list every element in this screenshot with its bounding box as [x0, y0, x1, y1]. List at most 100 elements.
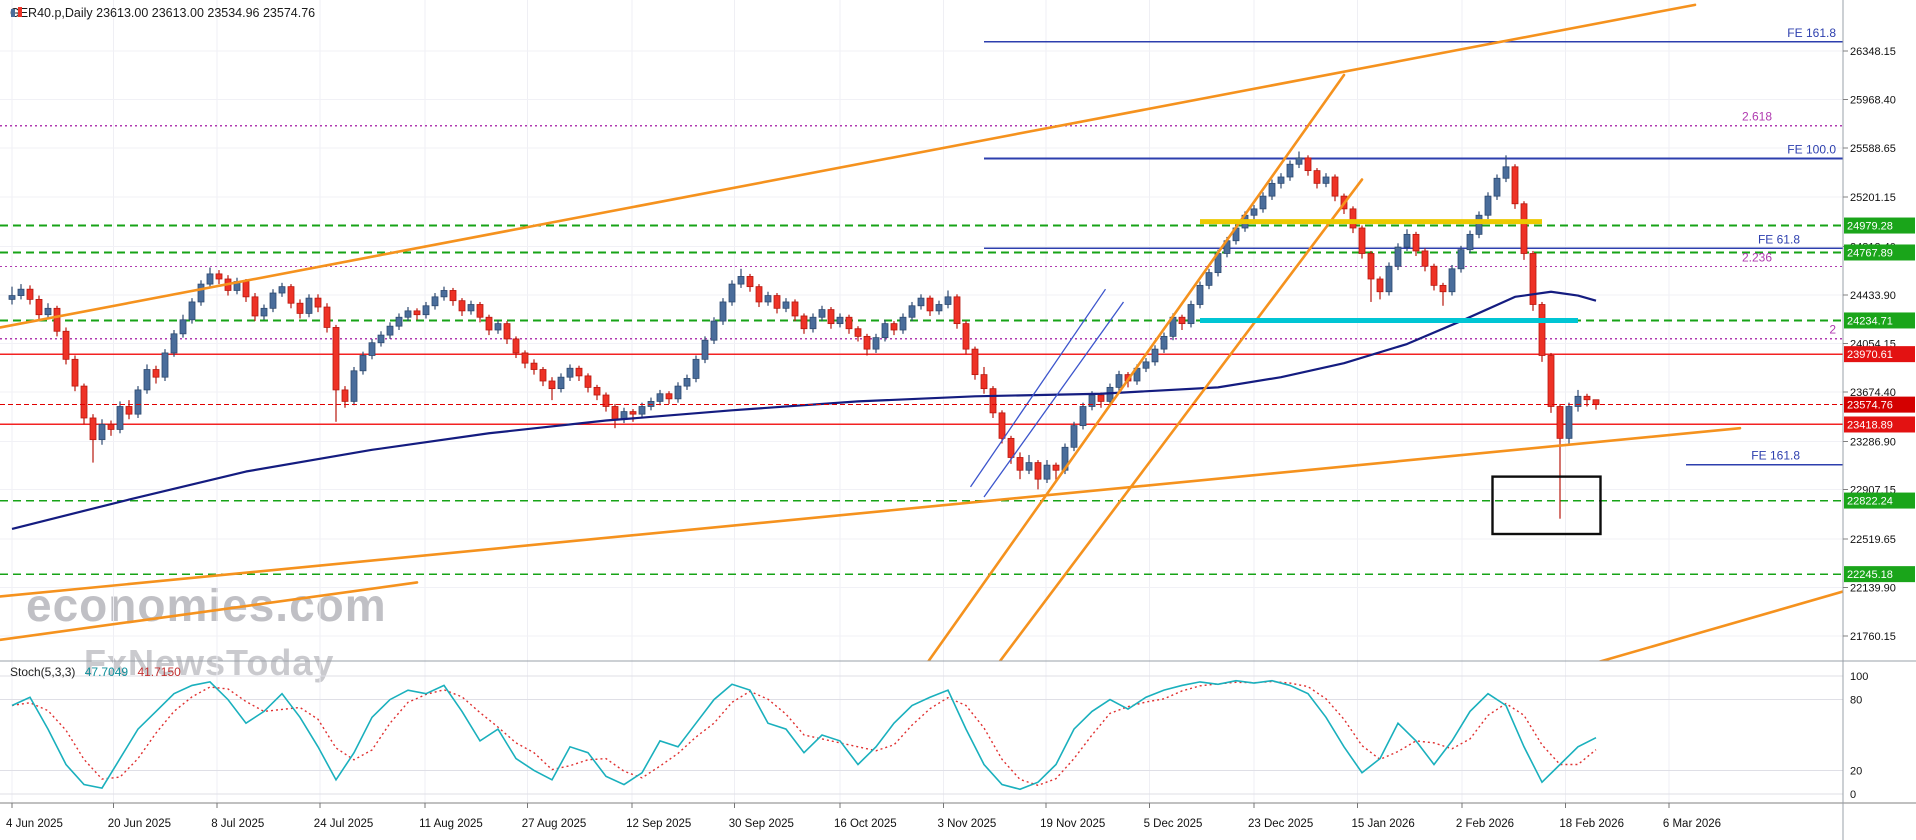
indicator-name: Stoch(5,3,3) — [10, 665, 76, 679]
stoch-tick-label: 20 — [1850, 765, 1862, 777]
symbol-ohlc-title: GER40.p,Daily 23613.00 23613.00 23534.96… — [10, 6, 316, 20]
price-tick-label: 22519.65 — [1850, 534, 1896, 546]
candle-body — [1394, 246, 1402, 267]
candle-body — [719, 301, 727, 322]
stoch-d-line — [11, 680, 1597, 787]
candle-body — [422, 305, 430, 316]
blue-channel-line[interactable] — [983, 301, 1125, 498]
candle-body — [476, 304, 484, 318]
candle-body — [1043, 464, 1051, 480]
moving-average-line[interactable] — [11, 290, 1597, 530]
candle-body — [413, 310, 421, 316]
candle-body — [485, 316, 493, 331]
candle-body — [1511, 166, 1519, 205]
candle-body — [1277, 176, 1285, 184]
date-label: 5 Dec 2025 — [1144, 818, 1203, 830]
indicator-label: Stoch(5,3,3) 47.7049 41.7150 — [10, 665, 181, 679]
candle-body — [656, 393, 664, 402]
candle-body — [1421, 250, 1429, 267]
fib-label: FE 61.8 — [1758, 232, 1800, 246]
green-price-badge-text: 24234.71 — [1847, 315, 1893, 327]
candle-body — [1160, 335, 1168, 350]
date-label: 2 Feb 2026 — [1456, 818, 1514, 830]
orange-trendline[interactable] — [0, 581, 419, 642]
candle-body — [242, 281, 250, 298]
candle-body — [539, 369, 547, 382]
candle-body — [71, 358, 79, 387]
candle-body — [1052, 464, 1060, 471]
candle-body — [764, 295, 772, 303]
candle-body — [44, 307, 52, 316]
price-tick-label: 22139.90 — [1850, 583, 1896, 595]
candle-body — [278, 286, 286, 294]
candle-body — [1574, 395, 1582, 407]
candle-body — [602, 394, 610, 407]
candle-body — [1331, 176, 1339, 197]
candle-body — [998, 412, 1006, 439]
current-price-badge-text: 23574.76 — [1847, 400, 1893, 412]
date-label: 15 Jan 2026 — [1352, 818, 1415, 830]
orange-trendline[interactable] — [0, 426, 1742, 598]
candle-body — [1079, 406, 1087, 427]
red-price-badge-text: 23970.61 — [1847, 349, 1893, 361]
candle-body — [35, 298, 43, 316]
candle-body — [944, 296, 952, 305]
candle-body — [593, 386, 601, 396]
candle-body — [17, 288, 25, 296]
candle-body — [1259, 195, 1267, 210]
candle-body — [287, 286, 295, 304]
chart-title-bar: GER40.p,Daily 23613.00 23613.00 23534.96… — [10, 6, 315, 20]
candle-body — [1565, 406, 1573, 439]
candle-body — [881, 323, 889, 339]
candle-body — [683, 378, 691, 387]
candle-body — [1430, 265, 1438, 286]
candle-body — [179, 319, 187, 335]
price-tick-label: 23286.90 — [1850, 436, 1896, 448]
candle-body — [314, 297, 322, 308]
candle-body — [440, 290, 448, 298]
candle-body — [971, 348, 979, 376]
orange-trendline[interactable] — [921, 73, 1346, 672]
candle-body — [674, 385, 682, 400]
date-label: 16 Oct 2025 — [834, 818, 897, 830]
orange-trendline[interactable] — [0, 3, 1697, 329]
candle-body — [926, 297, 934, 312]
candle-body — [1502, 166, 1510, 179]
candle-body — [1007, 437, 1015, 458]
date-label: 27 Aug 2025 — [522, 818, 587, 830]
candle-body — [98, 423, 106, 441]
candle-body — [1403, 233, 1411, 248]
target-box[interactable] — [1491, 475, 1602, 536]
orange-trendline[interactable] — [993, 178, 1364, 671]
green-price-badge-text: 22245.18 — [1847, 569, 1893, 581]
candle-body — [395, 316, 403, 327]
date-label: 23 Dec 2025 — [1248, 818, 1313, 830]
candle-body — [116, 406, 124, 430]
candle-body — [305, 297, 313, 314]
green-price-badge — [1844, 492, 1915, 509]
candle-body — [1475, 214, 1483, 235]
green-price-badge-text: 22822.24 — [1847, 496, 1893, 508]
candle-body — [818, 309, 826, 318]
candle-body — [1016, 457, 1024, 471]
candle-body — [548, 380, 556, 390]
candle-body — [800, 315, 808, 330]
date-label: 8 Jul 2025 — [211, 818, 264, 830]
green-price-badge-text: 24767.89 — [1847, 247, 1893, 259]
orange-trendline[interactable] — [1578, 590, 1848, 668]
blue-channel-line[interactable] — [969, 288, 1107, 488]
candle-body — [260, 307, 268, 317]
candle-body — [836, 316, 844, 325]
candle-body — [530, 362, 538, 370]
price-tick-label: 23674.40 — [1850, 387, 1896, 399]
candle-body — [449, 290, 457, 302]
green-price-badge — [1844, 312, 1915, 329]
candle-body — [134, 389, 142, 415]
candle-body — [1070, 425, 1078, 448]
candle-body — [1304, 157, 1312, 172]
candle-body — [827, 309, 835, 325]
candle-body — [467, 304, 475, 312]
candle-body — [845, 316, 853, 330]
